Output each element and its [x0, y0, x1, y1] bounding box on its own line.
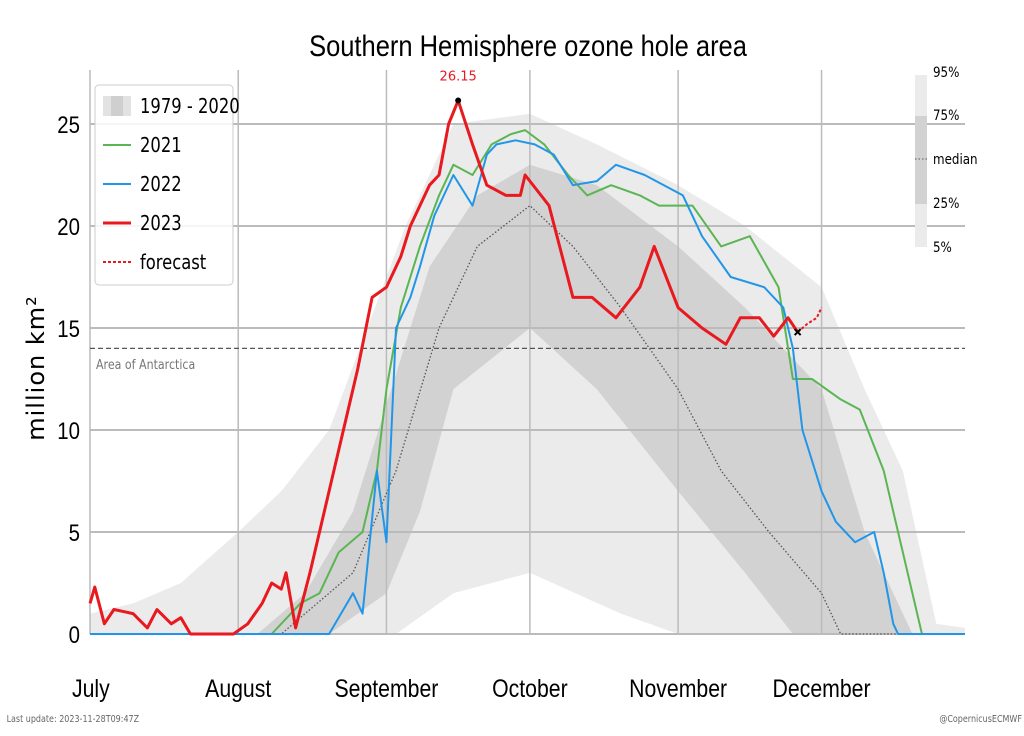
chart-title: Southern Hemisphere ozone hole area: [309, 29, 747, 62]
y-tick-label: 10: [57, 417, 80, 444]
y-tick-label: 15: [57, 315, 80, 342]
x-tick-label: August: [205, 674, 272, 702]
series-line-2022: [90, 139, 965, 635]
credit-text: @CopernicusECMWF: [939, 714, 1022, 725]
legend-label: 2023: [140, 213, 182, 236]
legend-label: 2021: [140, 135, 182, 158]
peak-marker: [455, 97, 462, 104]
percentile-label: 75%: [933, 108, 959, 124]
legend-label: 1979 - 2020: [140, 96, 240, 119]
x-tick-label: December: [773, 674, 871, 702]
x-tick-label: October: [492, 674, 568, 702]
last-point-marker: [793, 328, 802, 336]
percentile-label: 25%: [933, 196, 959, 212]
x-tick-label: September: [334, 674, 438, 702]
series-line-2021: [90, 129, 965, 635]
y-tick-label: 0: [69, 621, 80, 648]
x-tick-label: November: [629, 674, 727, 702]
series-line-2023: [88, 99, 799, 636]
last-update-text: Last update: 2023-11-28T09:47Z: [6, 714, 140, 725]
legend-swatch-inner: [111, 96, 123, 116]
y-tick-label: 25: [57, 111, 80, 138]
x-tick-label: July: [72, 674, 110, 702]
legend-box: [94, 84, 234, 286]
percentile-label: 95%: [933, 65, 959, 81]
y-tick-label: 20: [57, 213, 80, 240]
antarctica-label: Area of Antarctica: [96, 357, 195, 372]
percentile-label: 5%: [933, 240, 952, 256]
legend-label: 2022: [140, 174, 182, 197]
series-line-forecast: [797, 307, 823, 333]
y-axis-label: million km²: [22, 295, 50, 440]
legend-label: forecast: [140, 252, 206, 275]
band-25-75: [90, 164, 965, 635]
peak-label: 26.15: [440, 70, 477, 85]
percentile-label: median: [933, 152, 978, 168]
y-tick-label: 5: [69, 519, 80, 546]
percentile-bar-inner: [915, 116, 927, 204]
legend: 1979 - 2020 2021 2022 2023 forecast: [94, 84, 240, 286]
